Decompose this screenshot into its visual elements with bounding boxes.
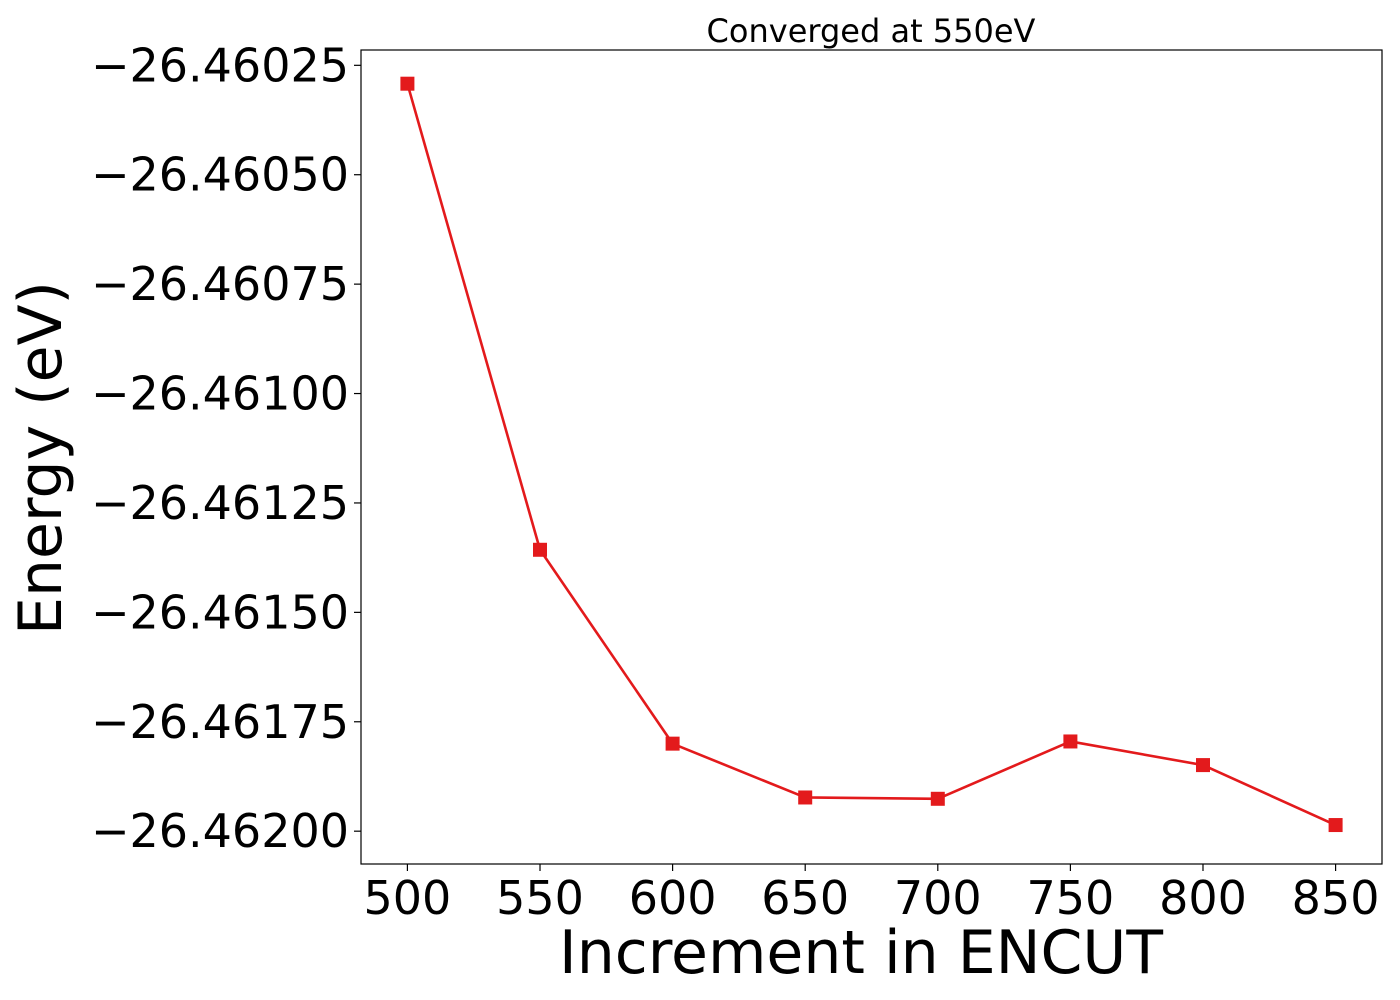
x-tick-label: 500: [364, 871, 452, 925]
x-tick-label: 750: [1026, 871, 1114, 925]
data-point-marker: [533, 542, 548, 557]
data-point-marker: [1328, 818, 1343, 833]
plot-frame: [360, 49, 1383, 865]
x-tick-label: 700: [894, 871, 982, 925]
data-point-marker: [1063, 734, 1078, 749]
data-point-marker: [665, 736, 680, 751]
y-tick-label: −26.46100: [91, 367, 349, 421]
x-axis-ticks: 500 550 600 650 700 750 800 850: [364, 864, 1380, 925]
data-point-marker: [930, 791, 945, 806]
x-tick-label: 850: [1292, 871, 1380, 925]
x-axis-title: Increment in ENCUT: [559, 918, 1163, 988]
y-tick-label: −26.46175: [91, 695, 349, 749]
data-point-marker: [400, 76, 415, 91]
data-point-marker: [1195, 758, 1210, 773]
y-tick-label: −26.46050: [91, 148, 349, 202]
y-tick-label: −26.46075: [91, 257, 349, 311]
x-tick-label: 650: [761, 871, 849, 925]
y-tick-label: −26.46150: [91, 585, 349, 639]
y-tick-label: −26.46200: [91, 804, 349, 858]
series-line: [406, 83, 1337, 827]
chart-title: Converged at 550eV: [707, 12, 1036, 50]
y-axis-ticks: −26.46025 −26.46050 −26.46075 −26.46100 −26.…: [91, 38, 361, 858]
y-tick-label: −26.46125: [91, 476, 349, 530]
x-tick-label: 800: [1159, 871, 1247, 925]
series-layer: [400, 76, 1343, 833]
y-tick-label: −26.46025: [91, 38, 349, 92]
data-point-marker: [798, 790, 813, 805]
y-axis-title: Energy (eV): [6, 281, 76, 635]
x-tick-label: 600: [629, 871, 717, 925]
x-tick-label: 550: [496, 871, 584, 925]
